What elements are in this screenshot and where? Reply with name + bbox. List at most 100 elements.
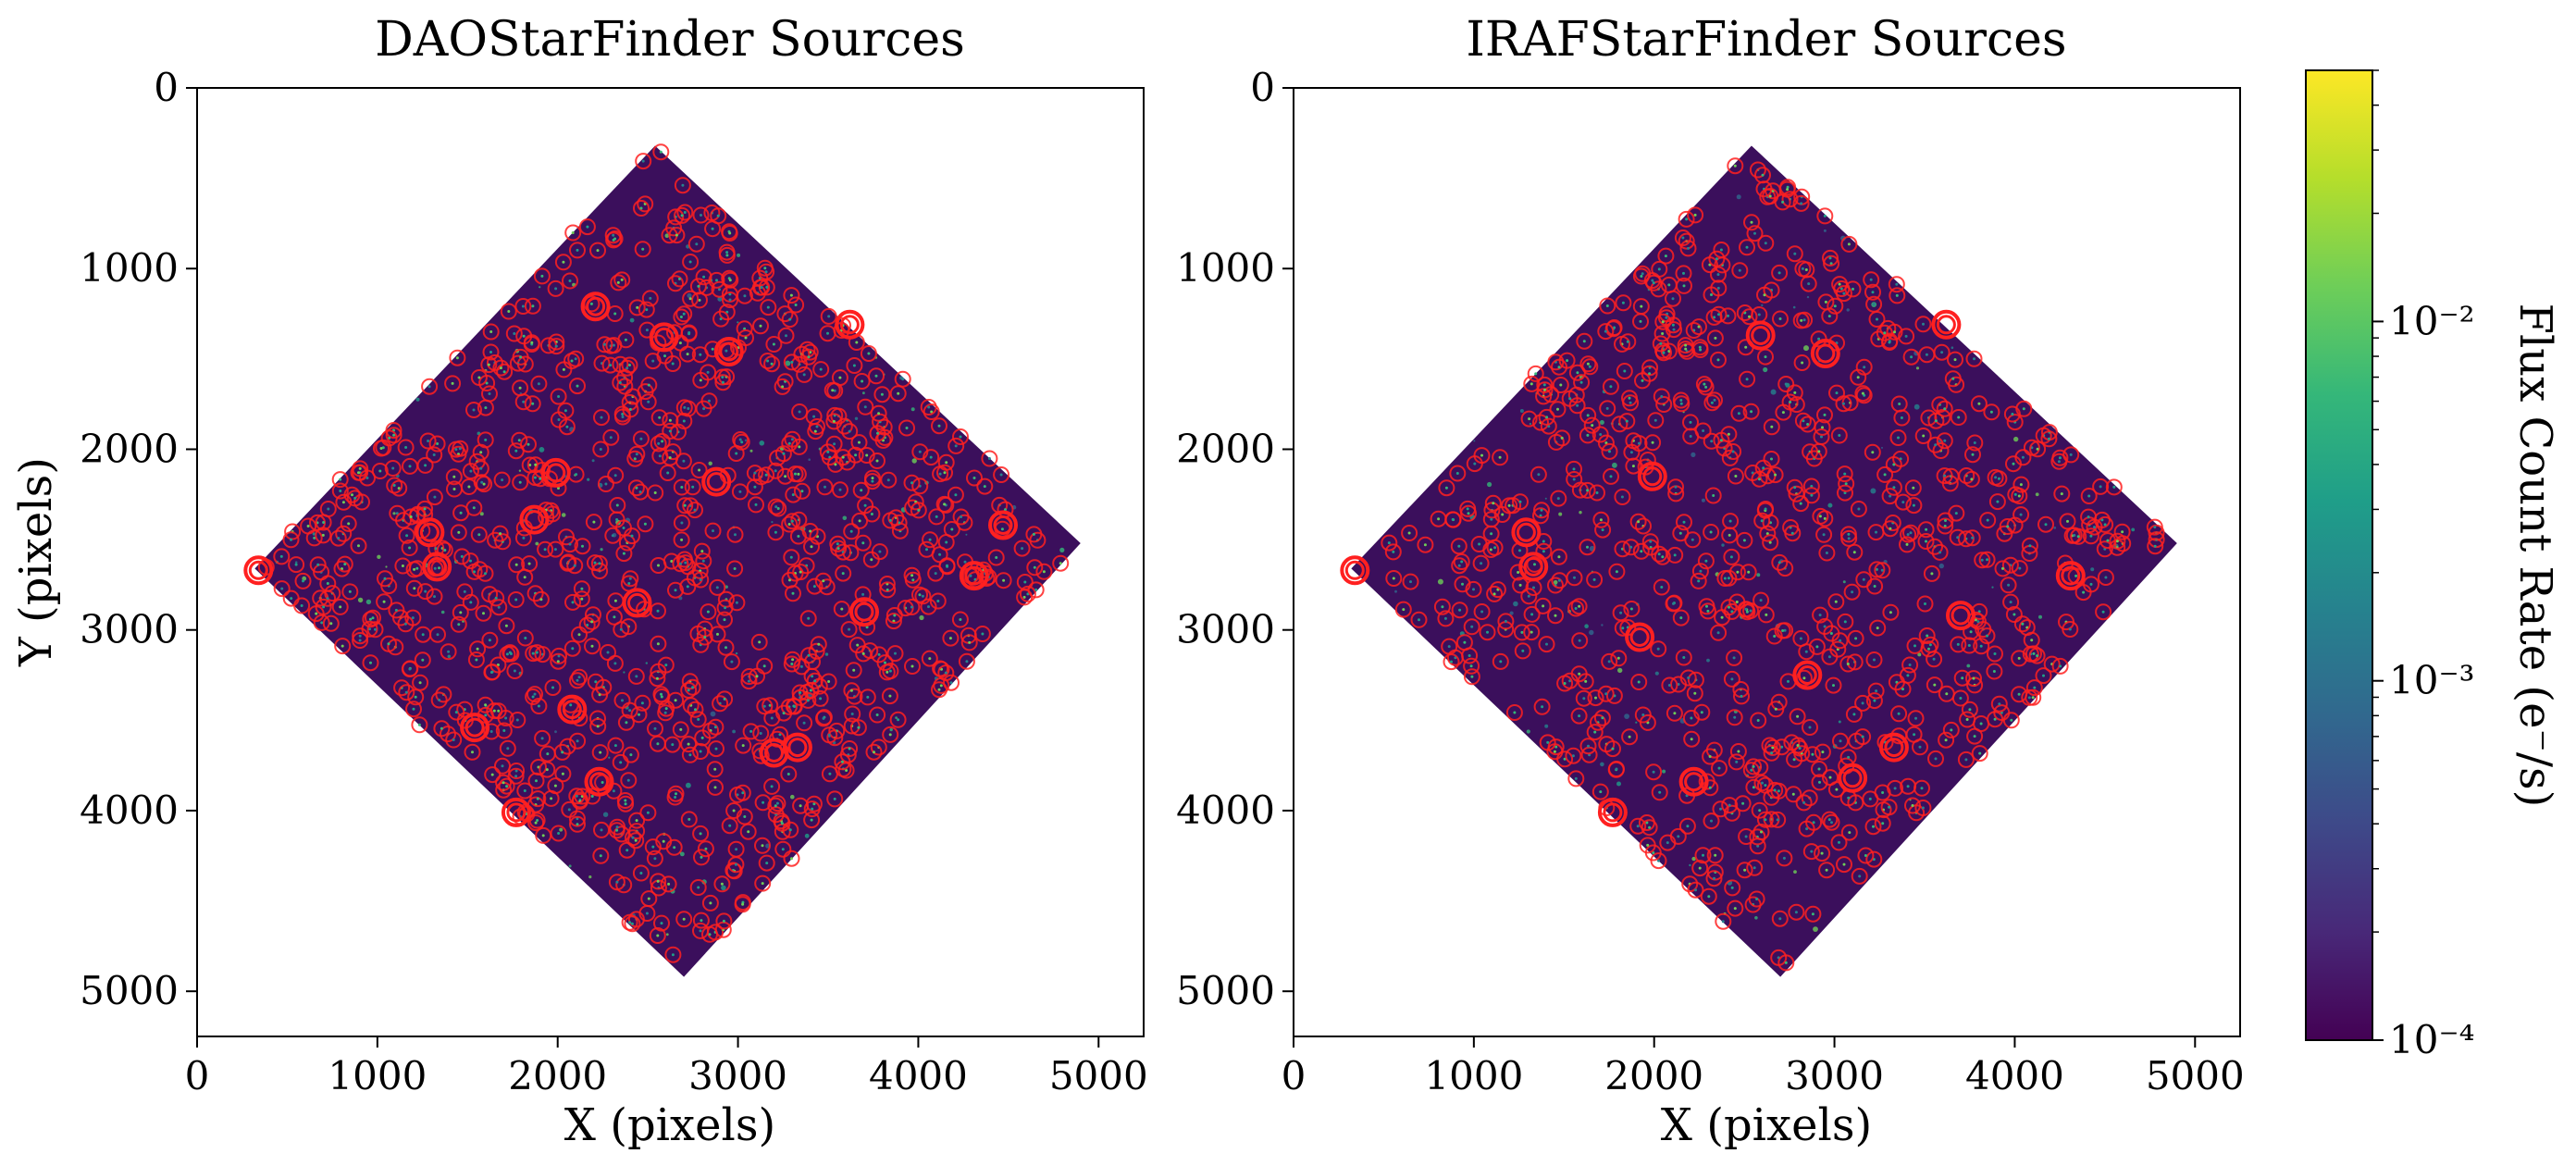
source-core [485, 381, 489, 385]
faint-source [447, 654, 452, 659]
source-core [809, 529, 812, 533]
source-marker [799, 691, 817, 709]
source-core [1557, 578, 1561, 582]
source-core [569, 703, 573, 707]
source-marker [1618, 413, 1636, 430]
source-core [1799, 502, 1802, 505]
source-marker [481, 631, 499, 649]
source-marker [554, 765, 572, 783]
source-core [1856, 376, 1860, 379]
faint-source [568, 864, 572, 868]
source-core [1671, 323, 1675, 327]
source-core [1700, 711, 1703, 714]
source-marker [966, 469, 983, 487]
source-marker [1978, 551, 1996, 568]
source-marker [2062, 446, 2080, 464]
x-tick-label: 0 [185, 1053, 210, 1098]
source-marker [1486, 539, 1504, 556]
source-core [641, 247, 645, 251]
source-marker [1472, 554, 1490, 572]
source-core [2042, 674, 2045, 677]
source-core [848, 627, 851, 631]
source-core [488, 639, 491, 642]
source-core [1913, 644, 1916, 648]
source-core [1599, 433, 1603, 436]
source-core [1881, 791, 1885, 794]
source-marker [1931, 396, 1949, 414]
source-marker [1728, 593, 1746, 611]
source-marker [907, 493, 924, 511]
source-marker [1597, 434, 1615, 452]
source-core [822, 716, 825, 720]
source-core [604, 482, 608, 486]
source-core [2074, 574, 2078, 577]
source-core [762, 704, 766, 708]
source-marker [1798, 820, 1815, 837]
source-core [1609, 385, 1613, 389]
dao-x-label: X (pixels) [564, 1099, 775, 1151]
source-core [841, 455, 845, 459]
source-marker [550, 652, 567, 670]
source-marker [680, 681, 698, 699]
source-marker [1736, 304, 1753, 321]
faint-source [479, 512, 484, 516]
source-core [2069, 453, 2073, 456]
source-marker [1905, 497, 1923, 515]
source-marker [824, 381, 841, 399]
source-marker [1597, 323, 1615, 341]
source-core [537, 382, 540, 386]
source-marker [488, 589, 505, 607]
faint-source [312, 532, 316, 536]
source-core [888, 518, 892, 522]
source-marker [2014, 449, 2032, 466]
source-marker [2109, 532, 2126, 550]
source-marker [1792, 495, 1810, 513]
source-marker [1999, 518, 2016, 535]
source-core [1780, 745, 1784, 749]
source-marker [1863, 271, 1880, 289]
source-marker [315, 598, 332, 615]
source-core [1925, 540, 1927, 543]
source-core [866, 695, 870, 699]
source-core [761, 844, 764, 848]
source-core [755, 675, 759, 678]
source-core [1684, 343, 1688, 347]
source-marker [1874, 562, 1891, 579]
source-marker [1641, 819, 1658, 837]
source-marker [1920, 409, 1938, 427]
source-core [949, 681, 953, 685]
source-core [2013, 492, 2017, 496]
source-core [1468, 654, 1471, 657]
source-marker [676, 204, 694, 221]
bright-source-marker [701, 466, 732, 497]
source-core [404, 690, 408, 694]
source-core [1774, 473, 1777, 477]
source-marker [1673, 395, 1690, 413]
source-marker [674, 206, 691, 224]
source-core [1586, 489, 1590, 492]
source-marker [649, 670, 666, 688]
source-marker [1730, 404, 1748, 422]
source-core [1811, 912, 1814, 916]
source-core [424, 464, 427, 467]
iraf-panel: IRAFStarFinder Sources 0 1000 2000 3000 4000… [1176, 12, 2245, 1151]
source-core [799, 570, 802, 574]
source-core [1672, 602, 1675, 605]
source-marker [384, 460, 402, 477]
source-marker [554, 254, 572, 271]
source-core [1042, 570, 1046, 574]
source-core [1708, 786, 1712, 789]
source-core [388, 436, 391, 440]
source-marker [1538, 636, 1555, 653]
source-marker [748, 496, 764, 514]
source-core [1619, 611, 1623, 614]
source-core [392, 433, 396, 437]
source-core [1799, 637, 1802, 640]
source-core [599, 448, 602, 451]
source-core [790, 519, 794, 523]
source-core [467, 485, 471, 489]
source-core [1667, 684, 1671, 687]
source-core [1574, 776, 1578, 780]
source-marker [1630, 674, 1648, 690]
source-marker [1772, 310, 1789, 328]
